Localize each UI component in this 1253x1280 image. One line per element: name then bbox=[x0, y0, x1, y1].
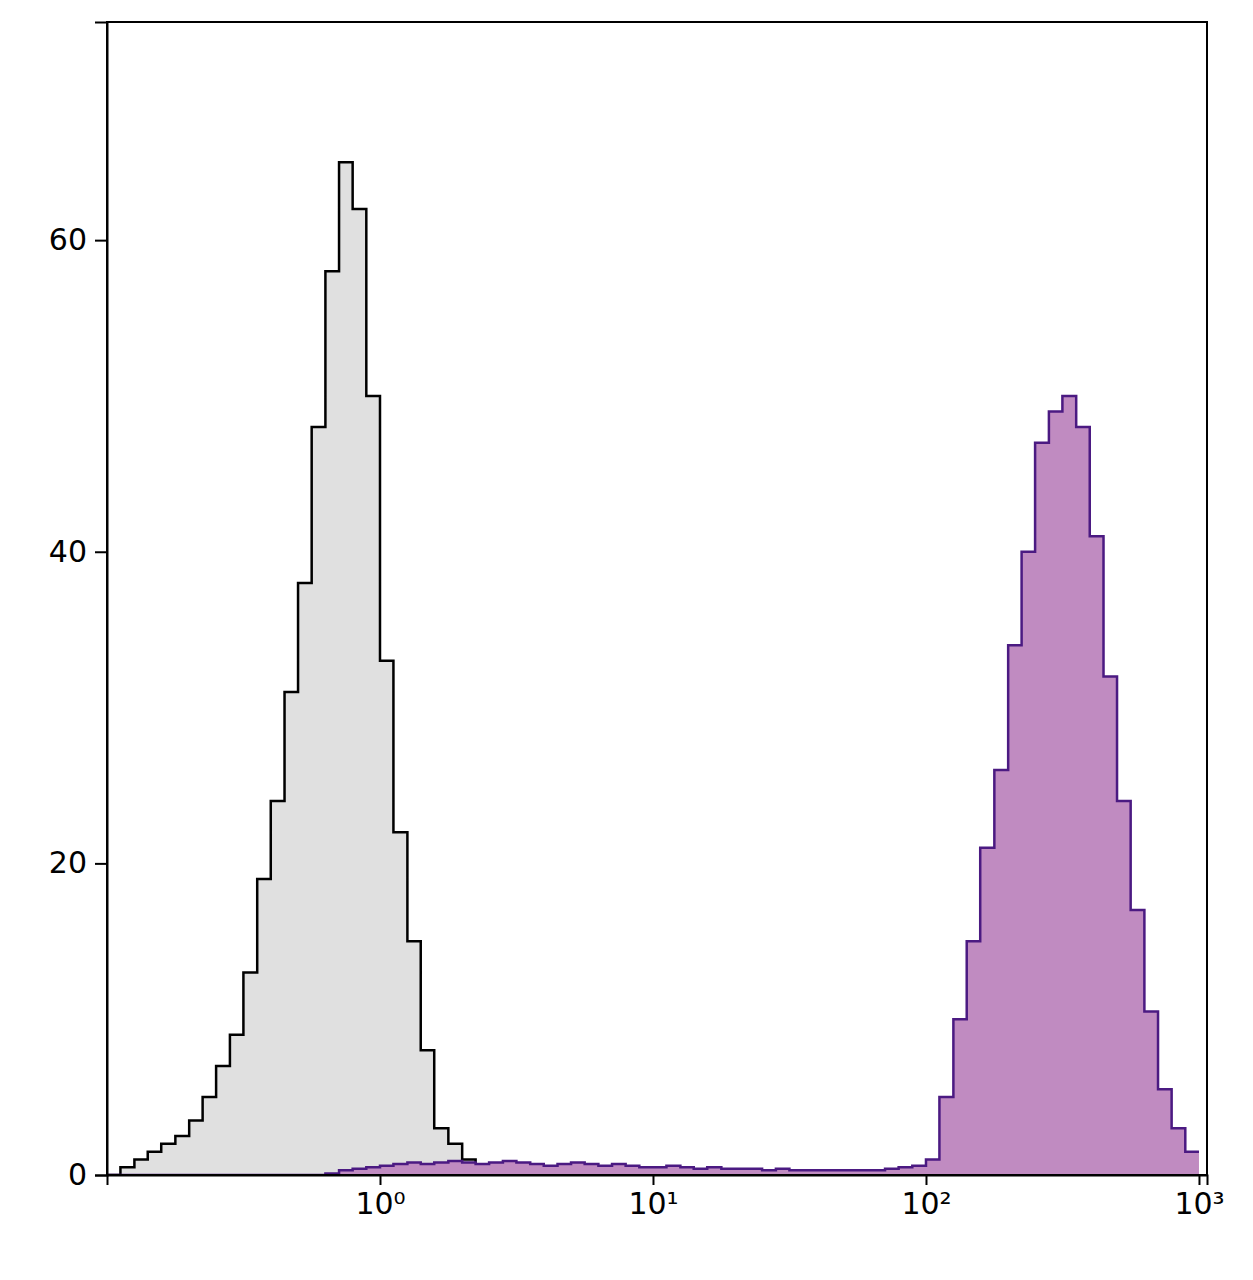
y-axis-line bbox=[95, 23, 108, 1176]
x-tick: 10¹ bbox=[628, 1175, 678, 1221]
y-tick-mark bbox=[95, 240, 107, 242]
x-tick-label: 10⁰ bbox=[355, 1186, 405, 1221]
x-tick-mark bbox=[925, 1175, 927, 1185]
x-tick-mark bbox=[652, 1175, 654, 1185]
series-group bbox=[107, 162, 1199, 1175]
y-tick: 40 bbox=[49, 534, 107, 569]
y-tick-mark bbox=[95, 863, 107, 865]
y-axis: 0 20 40 60 bbox=[49, 23, 108, 1193]
y-tick-mark bbox=[95, 1175, 107, 1177]
x-axis-line bbox=[108, 1176, 1208, 1186]
histogram-outline bbox=[107, 162, 1199, 1175]
x-tick-mark bbox=[379, 1175, 381, 1185]
x-tick: 10⁰ bbox=[355, 1175, 405, 1221]
histogram-area bbox=[107, 162, 1199, 1175]
chart: 10⁰ 10¹ 10² 10³ 0 20 40 60 bbox=[0, 0, 1253, 1280]
y-tick: 0 bbox=[68, 1157, 107, 1192]
y-tick: 60 bbox=[49, 222, 107, 257]
x-tick: 10² bbox=[901, 1175, 951, 1221]
histogram-outline bbox=[107, 396, 1199, 1175]
x-tick-label: 10¹ bbox=[628, 1186, 678, 1221]
y-tick-mark bbox=[95, 551, 107, 553]
plot: 10⁰ 10¹ 10² 10³ 0 20 40 60 bbox=[49, 22, 1225, 1221]
y-tick-label: 40 bbox=[49, 534, 87, 569]
x-axis: 10⁰ 10¹ 10² 10³ bbox=[108, 1175, 1225, 1221]
plot-frame bbox=[107, 22, 1207, 1175]
y-tick: 20 bbox=[49, 845, 107, 880]
y-tick-label: 60 bbox=[49, 222, 87, 257]
y-tick-label: 20 bbox=[49, 845, 87, 880]
histogram-area bbox=[107, 396, 1199, 1175]
x-tick-label: 10³ bbox=[1174, 1186, 1224, 1221]
x-tick-mark bbox=[1198, 1175, 1200, 1185]
x-tick: 10³ bbox=[1174, 1175, 1224, 1221]
y-tick-label: 0 bbox=[68, 1157, 87, 1192]
x-tick-label: 10² bbox=[901, 1186, 951, 1221]
